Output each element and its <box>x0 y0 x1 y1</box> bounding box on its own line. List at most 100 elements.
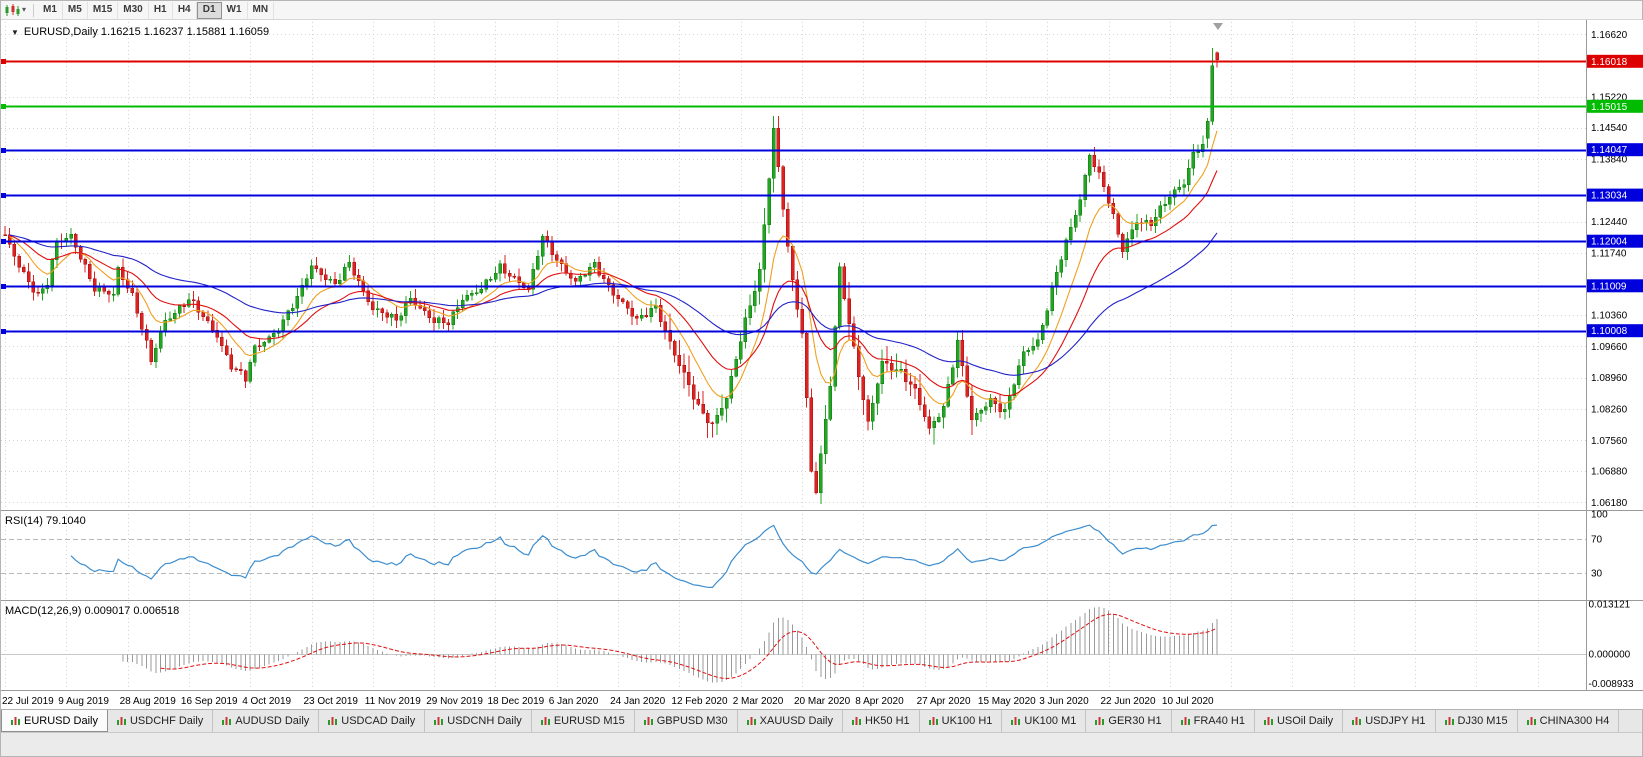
timeframe-button-m15[interactable]: M15 <box>88 1 119 19</box>
timeframe-button-d1[interactable]: D1 <box>196 1 222 19</box>
grid <box>1 22 1586 688</box>
timeframe-button-h4[interactable]: H4 <box>173 1 197 19</box>
panel-dividers <box>1 20 1643 691</box>
chart-tab-usdjpy-h1[interactable]: USDJPY H1 <box>1343 710 1436 732</box>
mini-chart-icon <box>11 716 20 726</box>
svg-text:1.15220: 1.15220 <box>1591 93 1628 104</box>
svg-text:23 Oct 2019: 23 Oct 2019 <box>304 696 359 707</box>
ma-fast-line <box>9 130 1218 405</box>
chart-tab-audusd-daily[interactable]: AUDUSD Daily <box>213 710 320 732</box>
hline-handle-icon[interactable] <box>1 284 6 289</box>
chart-tab-china300-h4[interactable]: CHINA300 H4 <box>1518 710 1620 732</box>
svg-text:1.10360: 1.10360 <box>1591 310 1628 321</box>
chart-tab-ger30-h1[interactable]: GER30 H1 <box>1086 710 1172 732</box>
chart-tab-label: UK100 M1 <box>1024 715 1077 727</box>
chart-tab-usdcad-daily[interactable]: USDCAD Daily <box>319 710 426 732</box>
price-tag-1.14047[interactable] <box>1587 143 1643 157</box>
timeframe-button-m30[interactable]: M30 <box>118 1 149 19</box>
timeframe-button-mn[interactable]: MN <box>248 1 275 19</box>
mini-chart-icon <box>1263 716 1273 726</box>
svg-text:1.12440: 1.12440 <box>1591 217 1628 228</box>
chart-tab-label: USOil Daily <box>1276 715 1334 727</box>
hline-handle-icon[interactable] <box>1 104 6 109</box>
mini-chart-icon <box>328 716 338 726</box>
chart-tab-usdchf-daily[interactable]: USDCHF Daily <box>108 710 214 732</box>
hline-handle-icon[interactable] <box>1 329 6 334</box>
chart-tab-label: GER30 H1 <box>1108 715 1162 727</box>
timeframe-button-m5[interactable]: M5 <box>63 1 88 19</box>
svg-text:2 Mar 2020: 2 Mar 2020 <box>733 696 784 707</box>
chart-tab-uk100-m1[interactable]: UK100 M1 <box>1002 710 1087 732</box>
rsi-panel <box>1 539 1586 574</box>
svg-text:27 Apr 2020: 27 Apr 2020 <box>917 696 971 707</box>
chart-shift-marker-icon[interactable] <box>1213 23 1223 30</box>
hline-handle-icon[interactable] <box>1 148 6 153</box>
mini-chart-icon <box>1526 716 1536 726</box>
chart-info-line: ▼ EURUSD,Daily 1.16215 1.16237 1.15881 1… <box>11 26 269 38</box>
chart-tab-usdcnh-daily[interactable]: USDCNH Daily <box>425 710 532 732</box>
svg-text:1.11740: 1.11740 <box>1591 249 1627 260</box>
mini-chart-icon <box>540 716 550 726</box>
mini-chart-icon <box>1352 716 1362 726</box>
svg-text:1.14047: 1.14047 <box>1591 145 1628 156</box>
svg-text:28 Aug 2019: 28 Aug 2019 <box>120 696 177 707</box>
chart-type-button[interactable]: ▾ <box>1 1 29 19</box>
chart-tab-label: EURUSD M15 <box>553 715 625 727</box>
price-tag-1.10008[interactable] <box>1587 324 1643 338</box>
svg-text:1.13034: 1.13034 <box>1591 191 1628 202</box>
hline-handle-icon[interactable] <box>1 59 6 64</box>
chart-tab-fra40-h1[interactable]: FRA40 H1 <box>1172 710 1255 732</box>
svg-text:20 Mar 2020: 20 Mar 2020 <box>794 696 851 707</box>
mini-chart-icon <box>1180 716 1190 726</box>
svg-text:8 Apr 2020: 8 Apr 2020 <box>855 696 904 707</box>
svg-text:1.11009: 1.11009 <box>1591 281 1627 292</box>
candlestick-series <box>3 47 1219 504</box>
svg-text:1.16620: 1.16620 <box>1591 30 1628 41</box>
svg-text:24 Jan 2020: 24 Jan 2020 <box>610 696 665 707</box>
chart-tab-eurusd-daily[interactable]: EURUSD Daily <box>1 710 108 732</box>
toolbar: ▾ M1 M5 M15 M30 H1 H4 D1 W1 MN <box>1 1 1642 20</box>
svg-text:18 Dec 2019: 18 Dec 2019 <box>488 696 545 707</box>
svg-text:1.07560: 1.07560 <box>1591 436 1628 447</box>
svg-text:1.13840: 1.13840 <box>1591 154 1628 165</box>
chart-tab-uk100-h1[interactable]: UK100 H1 <box>920 710 1003 732</box>
svg-text:1.06180: 1.06180 <box>1591 498 1628 509</box>
chart-tab-xauusd-daily[interactable]: XAUUSD Daily <box>738 710 843 732</box>
timeframe-button-h1[interactable]: H1 <box>149 1 173 19</box>
collapse-triangle-icon[interactable]: ▼ <box>11 27 19 37</box>
chart-tab-gbpusd-m30[interactable]: GBPUSD M30 <box>635 710 738 732</box>
timeframe-button-m1[interactable]: M1 <box>38 1 63 19</box>
price-tag-1.12004[interactable] <box>1587 234 1643 248</box>
svg-text:1.10008: 1.10008 <box>1591 326 1628 337</box>
svg-text:29 Nov 2019: 29 Nov 2019 <box>426 696 483 707</box>
chart-tab-usoil-daily[interactable]: USOil Daily <box>1255 710 1344 732</box>
status-bar <box>1 732 1642 756</box>
horizontal-lines <box>1 59 1586 334</box>
price-tag-1.16018[interactable] <box>1587 54 1643 68</box>
svg-text:100: 100 <box>1591 510 1608 521</box>
chart-window[interactable]: 1.16620 1.15220 1.14540 1.13840 1.12440 1.117… <box>1 20 1643 709</box>
hline-handle-icon[interactable] <box>1 193 6 198</box>
svg-text:1.16018: 1.16018 <box>1591 57 1628 68</box>
price-tag-1.11009[interactable] <box>1587 279 1643 293</box>
dropdown-caret-icon: ▾ <box>22 5 27 14</box>
svg-text:6 Jan 2020: 6 Jan 2020 <box>549 696 599 707</box>
price-tag-1.15015[interactable] <box>1587 99 1643 113</box>
svg-text:1.15015: 1.15015 <box>1591 102 1628 113</box>
price-scale[interactable]: 1.16620 1.15220 1.14540 1.13840 1.12440 1.117… <box>1589 30 1634 690</box>
chart-tab-eurusd-m15[interactable]: EURUSD M15 <box>532 710 635 732</box>
chart-tab-hk50-h1[interactable]: HK50 H1 <box>843 710 920 732</box>
price-tag-1.13034[interactable] <box>1587 188 1643 202</box>
hline-handle-icon[interactable] <box>1 239 6 244</box>
mini-chart-icon <box>746 716 756 726</box>
time-scale[interactable]: 22 Jul 2019 9 Aug 2019 28 Aug 2019 16 Sep 2… <box>2 696 1214 707</box>
mini-chart-icon <box>116 716 126 726</box>
svg-text:22 Jun 2020: 22 Jun 2020 <box>1101 696 1156 707</box>
chart-tab-label: USDJPY H1 <box>1365 715 1426 727</box>
chart-canvas[interactable]: 1.16620 1.15220 1.14540 1.13840 1.12440 1.117… <box>1 20 1643 709</box>
svg-text:70: 70 <box>1591 535 1603 546</box>
timeframe-button-w1[interactable]: W1 <box>222 1 248 19</box>
chart-tab-dj30-m15[interactable]: DJ30 M15 <box>1436 710 1518 732</box>
mini-chart-icon <box>928 716 938 726</box>
